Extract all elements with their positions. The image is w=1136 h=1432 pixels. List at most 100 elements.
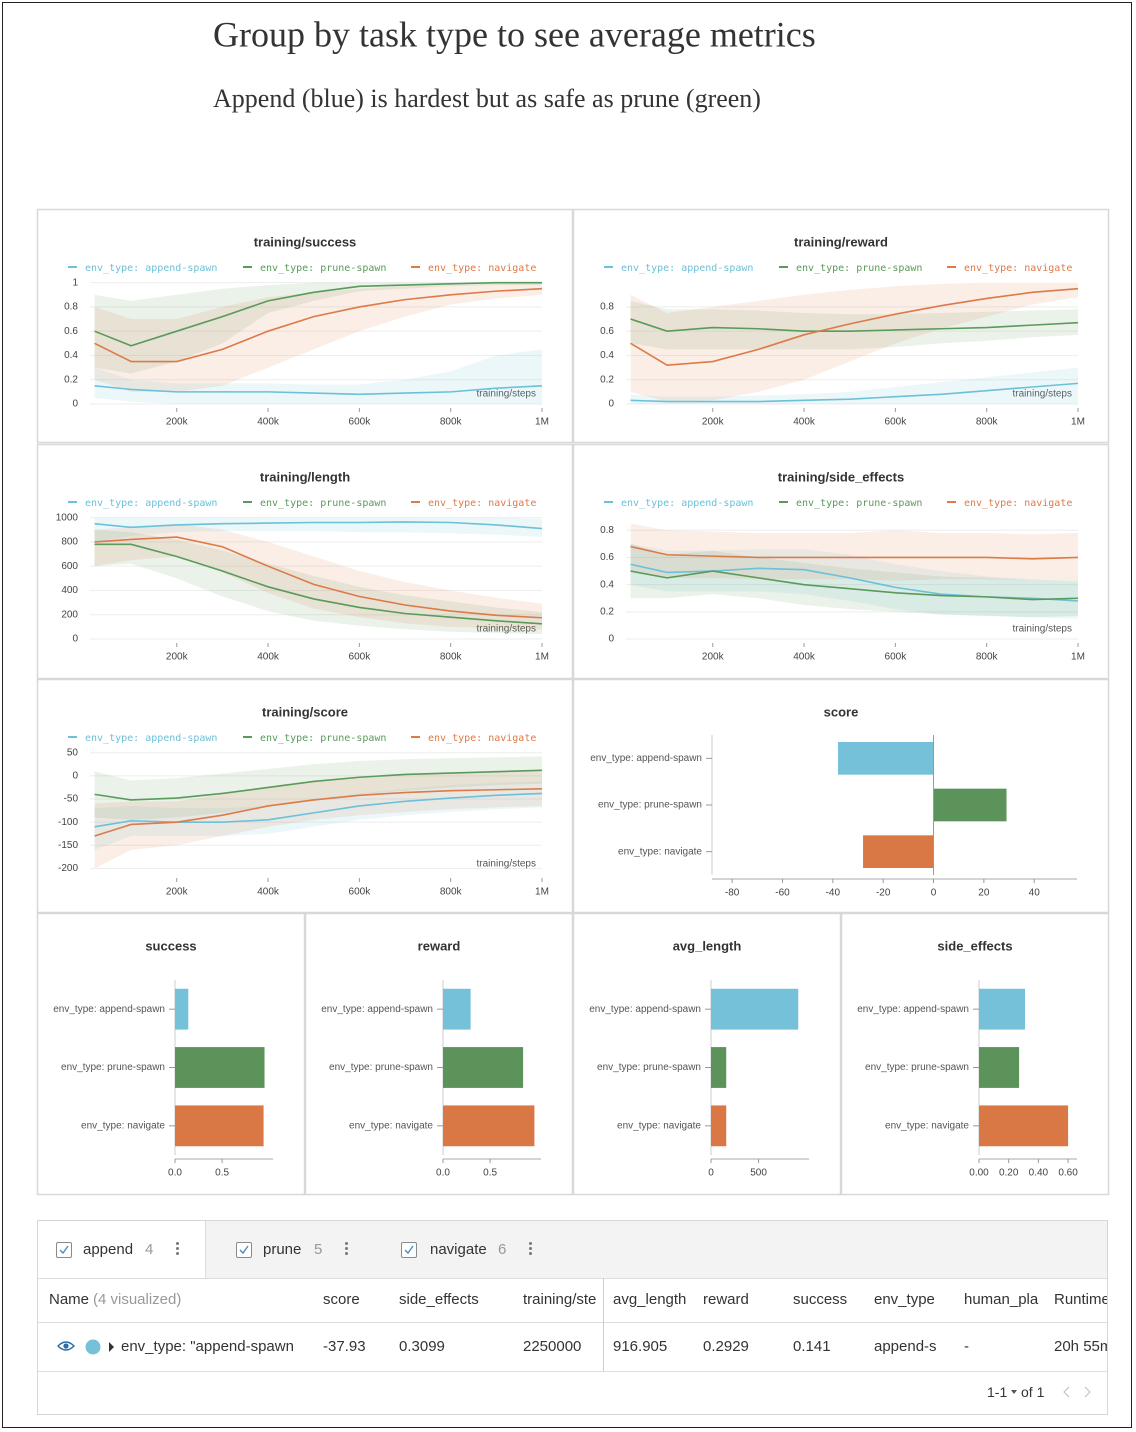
series-line: [94, 792, 543, 828]
y-tick-label: 0: [72, 770, 78, 781]
bar-chart: reward env_type: append-spawn env_type: pr…: [321, 938, 541, 1179]
range-band: [630, 523, 1078, 581]
legend-label: env_type: prune-spawn: [260, 498, 386, 509]
x-axis-label: training/steps: [1013, 624, 1072, 635]
column-header[interactable]: side_effects: [399, 1291, 479, 1308]
x-tick-label: 0.5: [215, 1168, 229, 1179]
tab-menu[interactable]: [345, 1242, 348, 1257]
column-header[interactable]: avg_length: [613, 1291, 687, 1308]
y-tick-label: 0.4: [600, 579, 614, 590]
y-tick-label: 400: [61, 585, 78, 596]
range-band: [94, 756, 542, 820]
x-tick-label: -40: [826, 888, 841, 899]
range-band: [94, 523, 542, 630]
bar: [979, 1105, 1069, 1147]
tab-label[interactable]: append: [83, 1241, 134, 1258]
legend-label: env_type: prune-spawn: [260, 263, 386, 274]
column-header[interactable]: score: [323, 1291, 360, 1308]
chart-title: training/success: [254, 234, 357, 249]
bar-chart: success env_type: append-spawn env_type: p…: [53, 938, 273, 1179]
bar: [175, 1047, 265, 1088]
legend-label: env_type: navigate: [428, 498, 536, 509]
bar: [979, 1047, 1020, 1088]
panel: [572, 912, 842, 1196]
y-tick-label: 1: [72, 277, 78, 288]
tab-menu[interactable]: [176, 1242, 179, 1257]
bar: [863, 835, 934, 868]
x-tick-label: 0.0: [436, 1168, 450, 1179]
column-header[interactable]: human_pla: [964, 1291, 1039, 1308]
page-range[interactable]: 1-1: [987, 1384, 1008, 1400]
tab-label[interactable]: navigate: [430, 1241, 487, 1258]
x-tick-label: 0: [708, 1168, 714, 1179]
x-tick-label: 0.5: [483, 1168, 497, 1179]
range-band: [630, 543, 1078, 618]
line-chart: training/score -200 -150 -100 -50 0 50 200k 400k…: [58, 704, 549, 897]
bar: [443, 1047, 524, 1088]
checkbox[interactable]: [401, 1242, 417, 1258]
legend-label: env_type: navigate: [964, 498, 1072, 509]
column-header[interactable]: env_type: [874, 1291, 935, 1308]
bar: [443, 988, 471, 1030]
y-tick-label: -200: [58, 863, 78, 874]
check-icon: [239, 1245, 249, 1255]
x-axis-label: training/steps: [477, 389, 536, 400]
panel: [304, 912, 574, 1196]
range-band: [94, 781, 542, 850]
y-tick-label: -150: [58, 840, 78, 851]
series-line: [630, 287, 1079, 366]
cell: 916.905: [613, 1338, 668, 1355]
panel: [840, 912, 1110, 1196]
series-line: [630, 545, 1079, 560]
page-total: of 1: [1021, 1384, 1045, 1400]
bar: [838, 742, 934, 775]
x-tick-label: 800k: [440, 652, 463, 663]
legend-label: env_type: prune-spawn: [796, 263, 922, 274]
series-line: [94, 281, 542, 347]
x-tick-label: 800k: [976, 417, 999, 428]
checkbox[interactable]: [56, 1242, 72, 1258]
run-name[interactable]: env_type: "append-spawn: [121, 1338, 294, 1355]
x-tick-label: 400k: [793, 652, 816, 663]
checkbox[interactable]: [236, 1242, 252, 1258]
x-tick-label: 0.20: [999, 1168, 1019, 1179]
column-header[interactable]: training/ste: [523, 1291, 597, 1308]
column-header[interactable]: Runtime: [1054, 1291, 1107, 1308]
category-label: env_type: prune-spawn: [329, 1062, 433, 1073]
x-tick-label: 0.00: [969, 1168, 989, 1179]
expand-caret[interactable]: [108, 1341, 116, 1353]
legend-label: env_type: append-spawn: [85, 733, 217, 744]
category-label: env_type: append-spawn: [321, 1004, 433, 1015]
series-line: [94, 543, 543, 625]
column-header[interactable]: success: [793, 1291, 848, 1308]
visibility-icon[interactable]: [57, 1340, 75, 1352]
x-tick-label: -60: [775, 888, 790, 899]
tab-count: 4: [145, 1241, 154, 1258]
series-line: [630, 318, 1079, 332]
tab-label[interactable]: prune: [263, 1241, 302, 1258]
chart-title: success: [145, 938, 196, 953]
column-header[interactable]: reward: [703, 1291, 749, 1308]
run-color-dot[interactable]: [85, 1339, 101, 1355]
cell: -37.93: [323, 1338, 366, 1355]
column-divider: [603, 1278, 604, 1371]
category-label: env_type: append-spawn: [53, 1004, 165, 1015]
y-tick-label: 0.4: [600, 350, 614, 361]
x-tick-label: 1M: [535, 652, 549, 663]
chart-title: training/side_effects: [778, 469, 904, 484]
tab-menu[interactable]: [529, 1242, 532, 1257]
y-tick-label: 0: [608, 399, 614, 410]
page-arrows[interactable]: [1062, 1385, 1092, 1399]
x-tick-label: 200k: [166, 652, 189, 663]
x-tick-label: 600k: [885, 652, 908, 663]
cell: -: [964, 1338, 969, 1355]
category-label: env_type: navigate: [617, 1120, 701, 1131]
column-header[interactable]: Name: [49, 1291, 90, 1308]
x-tick-label: 800k: [976, 652, 999, 663]
x-tick-label: -20: [876, 888, 891, 899]
y-tick-label: 800: [61, 537, 78, 548]
column-note: (4 visualized): [93, 1291, 182, 1308]
category-label: env_type: prune-spawn: [61, 1062, 165, 1073]
bar: [711, 1047, 727, 1088]
